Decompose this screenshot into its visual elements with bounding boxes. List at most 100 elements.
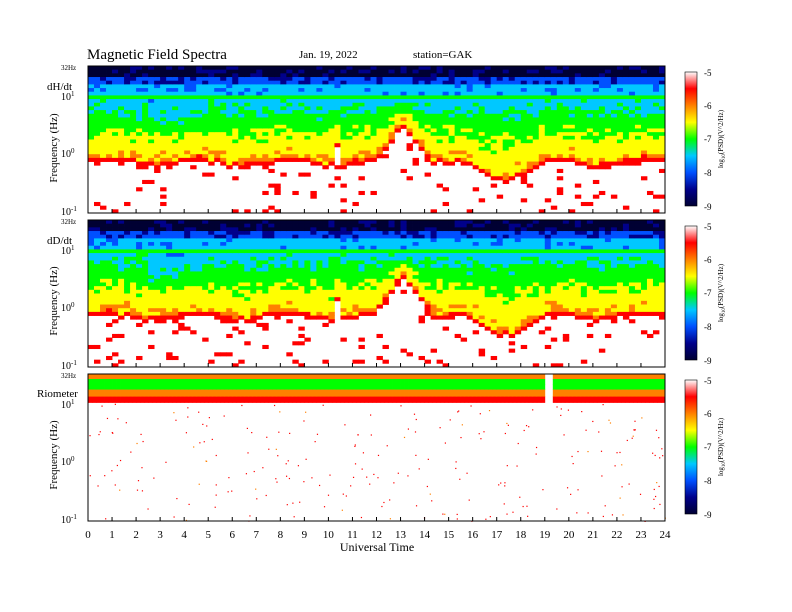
spectrogram-cell-dh-dt <box>202 117 209 122</box>
spectrogram-cell-dh-dt <box>382 106 389 111</box>
spectrogram-cell-dd-dt <box>448 293 456 298</box>
spectrogram-cell-dh-dt <box>178 88 185 93</box>
spectrogram-cell-dd-dt <box>208 359 215 364</box>
spectrogram-cell-dh-dt <box>202 95 209 100</box>
spectrogram-cell-dh-dt <box>190 69 197 74</box>
spectrogram-cell-dh-dt <box>508 172 516 177</box>
spectrogram-cell-dh-dt <box>358 102 365 107</box>
spectrogram-cell-dd-dt <box>436 223 444 228</box>
spectrogram-cell-dd-dt <box>166 355 173 361</box>
spectrogram-cell-dh-dt <box>538 128 546 133</box>
spectrogram-cell-dd-dt <box>202 275 209 280</box>
spectrogram-cell-dd-dt <box>460 231 468 236</box>
spectrogram-cell-dh-dt <box>364 99 371 104</box>
spectrogram-cell-dd-dt <box>148 300 155 305</box>
spectrogram-cell-dh-dt <box>370 106 377 111</box>
spectrogram-cell-dd-dt <box>292 359 299 364</box>
spectrogram-cell-dd-dt <box>166 242 173 247</box>
spectrogram-cell-dh-dt <box>580 121 588 126</box>
spectrogram-cell-dd-dt <box>94 242 101 247</box>
spectrogram-cell-dd-dt <box>142 234 149 239</box>
spectrogram-cell-dd-dt <box>88 231 95 236</box>
spectrogram-cell-dh-dt <box>208 80 215 85</box>
spectrogram-cell-dd-dt <box>274 271 281 276</box>
spectrogram-cell-dh-dt <box>604 69 612 74</box>
spectrogram-cell-dd-dt <box>322 223 329 228</box>
spectrogram-cell-dh-dt <box>658 146 666 151</box>
spectrogram-cell-dh-dt <box>484 132 492 137</box>
spectrogram-cell-dh-dt <box>142 161 149 166</box>
spectrogram-cell-dh-dt <box>88 124 95 129</box>
spectrogram-cell-dd-dt <box>298 278 305 283</box>
spectrogram-cell-dd-dt <box>340 278 347 283</box>
spectrogram-cell-dd-dt <box>376 300 383 305</box>
spectrogram-cell-dd-dt <box>292 289 299 294</box>
spectrogram-cell-dd-dt <box>238 227 245 232</box>
spectrogram-cell-dd-dt <box>442 220 450 225</box>
spectrogram-cell-dh-dt <box>358 157 365 162</box>
spectrogram-cell-dd-dt <box>106 322 113 327</box>
spectrogram-cell-dd-dt <box>550 249 558 254</box>
spectrogram-cell-dh-dt <box>274 150 281 155</box>
spectrogram-cell-dd-dt <box>178 315 185 320</box>
spectrogram-cell-dd-dt <box>136 278 143 283</box>
spectrogram-cell-dh-dt <box>280 154 287 159</box>
spectrogram-cell-dh-dt <box>388 69 395 74</box>
spectrogram-cell-dd-dt <box>178 245 185 250</box>
spectrogram-cell-dh-dt <box>604 121 612 126</box>
spectrogram-cell-dh-dt <box>94 132 101 137</box>
spectrogram-cell-dh-dt <box>586 143 594 148</box>
spectrogram-cell-dh-dt <box>508 150 516 155</box>
spectrogram-cell-dh-dt <box>184 143 191 148</box>
spectrogram-cell-dh-dt <box>244 117 251 122</box>
spectrogram-cell-dd-dt <box>124 282 131 287</box>
spectrogram-cell-dh-dt <box>328 113 335 118</box>
spectrogram-cell-dd-dt <box>376 275 383 280</box>
spectrogram-cell-dd-dt <box>238 330 245 335</box>
spectrogram-cell-dd-dt <box>556 293 564 298</box>
spectrogram-cell-dh-dt <box>532 143 540 148</box>
spectrogram-cell-dh-dt <box>214 106 221 111</box>
spectrogram-cell-dh-dt <box>400 95 407 100</box>
spectrogram-cell-dd-dt <box>226 260 233 265</box>
spectrogram-cell-dd-dt <box>436 278 444 283</box>
spectrogram-cell-dd-dt <box>406 220 413 225</box>
spectrogram-cell-dh-dt <box>244 95 251 100</box>
spectrogram-cell-dh-dt <box>508 73 516 78</box>
spectrogram-cell-dd-dt <box>586 267 594 272</box>
spectrogram-cell-dd-dt <box>532 289 540 294</box>
spectrogram-cell-dd-dt <box>268 271 275 276</box>
spectrogram-cell-dh-dt <box>226 146 233 151</box>
spectrogram-cell-dh-dt <box>286 135 293 140</box>
spectrogram-cell-dh-dt <box>226 143 233 148</box>
spectrogram-cell-dd-dt <box>490 242 498 247</box>
spectrogram-cell-dd-dt <box>418 227 425 232</box>
spectrogram-cell-dh-dt <box>160 201 167 207</box>
spectrogram-cell-dd-dt <box>250 223 257 228</box>
spectrogram-cell-dh-dt <box>658 84 666 89</box>
spectrogram-cell-dh-dt <box>118 117 125 122</box>
spectrogram-cell-dh-dt <box>508 113 516 118</box>
spectrogram-cell-dd-dt <box>460 286 468 291</box>
spectrogram-cell-dh-dt <box>142 132 149 137</box>
spectrogram-cell-dh-dt <box>382 95 389 100</box>
spectrogram-cell-dd-dt <box>286 275 293 280</box>
spectrogram-cell-dh-dt <box>160 88 167 93</box>
spectrogram-cell-dd-dt <box>256 238 263 243</box>
spectrogram-cell-dh-dt <box>490 102 498 107</box>
spectrogram-cell-dd-dt <box>412 264 419 269</box>
spectrogram-cell-dh-dt <box>298 66 305 71</box>
spectrogram-cell-dh-dt <box>406 88 413 93</box>
spectrogram-cell-dh-dt <box>502 117 510 122</box>
spectrogram-cell-dh-dt <box>520 80 528 85</box>
spectrogram-cell-dh-dt <box>418 88 425 93</box>
spectrogram-cell-dh-dt <box>316 146 323 151</box>
spectrogram-cell-dh-dt <box>370 190 377 196</box>
spectrogram-cell-dd-dt <box>178 308 185 313</box>
spectrogram-cell-dd-dt <box>418 249 425 254</box>
spectrogram-cell-dh-dt <box>106 121 113 126</box>
spectrogram-cell-dh-dt <box>472 128 480 133</box>
spectrogram-cell-dd-dt <box>382 256 389 261</box>
spectrogram-cell-dh-dt <box>178 150 185 155</box>
spectrogram-cell-dd-dt <box>544 234 552 239</box>
